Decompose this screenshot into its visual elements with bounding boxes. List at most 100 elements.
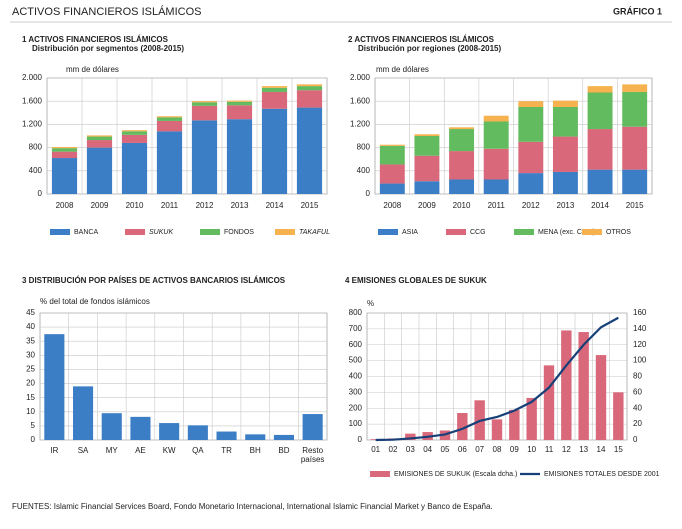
y-tick-label: 2.000: [350, 73, 371, 82]
x-tick-label: 15: [614, 445, 623, 454]
bar-segment: [483, 121, 509, 149]
x-tick-label: TR: [221, 446, 232, 455]
x-tick-label: 2014: [266, 201, 284, 210]
source: FUENTES: Islamic Financial Services Boar…: [12, 502, 493, 511]
line: [375, 316, 619, 442]
x-tick-label: 12: [562, 445, 571, 454]
x-tick-label: KW: [162, 446, 176, 455]
bar: [509, 409, 520, 440]
y2-tick-label: 0: [633, 435, 638, 444]
legend-swatch: [275, 229, 295, 235]
bar-segment: [156, 117, 183, 121]
bar-segment: [518, 173, 544, 194]
bar: [526, 397, 537, 440]
x-tick-label: SA: [77, 446, 89, 455]
chart-title: 2 ACTIVOS FINANCIEROS ISLÁMICOS: [348, 35, 495, 44]
x-tick-label: 08: [493, 445, 502, 454]
x-tick-label: 2013: [557, 201, 575, 210]
y2-tick-label: 60: [633, 387, 642, 396]
bar-segment: [121, 142, 148, 194]
x-tick-label: 2014: [591, 201, 609, 210]
legend-swatch: [378, 229, 398, 235]
y-tick-label: 700: [349, 324, 363, 333]
x-tick-label: BD: [278, 446, 290, 455]
y-axis-label: mm de dólares: [66, 65, 119, 74]
bar-segment: [226, 100, 253, 102]
y-tick-label: 20: [26, 379, 35, 388]
bar-segment: [121, 134, 148, 143]
bar: [405, 433, 416, 440]
legend-label: BANCA: [74, 229, 98, 236]
x-tick-label: AE: [135, 446, 146, 455]
legend-label: ASIA: [402, 229, 418, 236]
bar-segment: [414, 134, 440, 136]
bar-segment: [587, 129, 613, 170]
y-tick-label: 200: [349, 403, 363, 412]
x-tick-label: 10: [527, 445, 536, 454]
y-tick-label: 0: [38, 189, 43, 198]
bar-segment: [483, 179, 509, 194]
bar: [245, 434, 266, 440]
chart-title: 3 DISTRIBUCIÓN POR PAÍSES DE ACTIVOS BAN…: [22, 276, 286, 285]
bar: [73, 386, 94, 440]
bar-segment: [191, 101, 218, 103]
x-tick-label: 2012: [522, 201, 540, 210]
x-tick-label: 2009: [418, 201, 436, 210]
x-tick-label: 01: [371, 445, 380, 454]
y-tick-label: 300: [349, 387, 363, 396]
figure-title: ACTIVOS FINANCIEROS ISLÁMICOS: [12, 5, 201, 18]
y-tick-label: 25: [26, 365, 35, 374]
bar-segment: [86, 147, 113, 194]
y-tick-label: 1.600: [350, 96, 371, 105]
legend-swatch: [370, 471, 390, 477]
x-tick-label: 2011: [161, 201, 179, 210]
bar-segment: [379, 144, 405, 146]
bar-segment: [414, 181, 440, 194]
y-tick-label: 400: [349, 372, 363, 381]
y-tick-label: 5: [31, 421, 36, 430]
bar-segment: [379, 183, 405, 194]
bar-segment: [51, 158, 78, 194]
bar-segment: [296, 107, 323, 194]
bar: [457, 413, 468, 440]
bar-segment: [296, 86, 323, 91]
bar-segment: [261, 91, 288, 109]
y-tick-label: 45: [26, 308, 35, 317]
bar-segment: [483, 148, 509, 180]
bar-segment: [226, 119, 253, 194]
y-tick-label: 0: [358, 435, 363, 444]
bar-segment: [518, 141, 544, 174]
y-tick-label: 2.000: [22, 73, 43, 82]
bar-segment: [121, 131, 148, 135]
y-tick-label: 30: [26, 350, 35, 359]
bar-segment: [156, 120, 183, 132]
bar-segment: [587, 92, 613, 130]
bar-segment: [226, 105, 253, 120]
bar-segment: [86, 140, 113, 148]
x-tick-label: 2015: [301, 201, 319, 210]
bar-segment: [622, 84, 648, 92]
y-tick-label: 1.600: [22, 96, 43, 105]
y-tick-label: 400: [29, 166, 43, 175]
figure-label: GRÁFICO 1: [613, 6, 662, 16]
legend-label: OTROS: [606, 229, 631, 236]
y-tick-label: 1.200: [350, 120, 371, 129]
bar-segment: [622, 169, 648, 194]
y-tick-label: 15: [26, 393, 35, 402]
x-tick-label: 06: [458, 445, 467, 454]
bar: [595, 355, 607, 440]
bar: [273, 434, 294, 440]
bar: [187, 425, 208, 440]
legend-label: EMISIONES TOTALES DESDE 2001: [544, 471, 660, 478]
x-tick-label: 04: [423, 445, 432, 454]
bar-segment: [449, 127, 475, 130]
bar: [613, 392, 624, 440]
bar: [578, 332, 589, 440]
y-tick-label: 0: [31, 435, 36, 444]
bar: [302, 414, 323, 440]
bar: [101, 413, 122, 440]
bar-segment: [156, 116, 183, 118]
y2-tick-label: 20: [633, 419, 642, 428]
bar-segment: [86, 135, 113, 137]
x-tick-label: QA: [192, 446, 204, 455]
